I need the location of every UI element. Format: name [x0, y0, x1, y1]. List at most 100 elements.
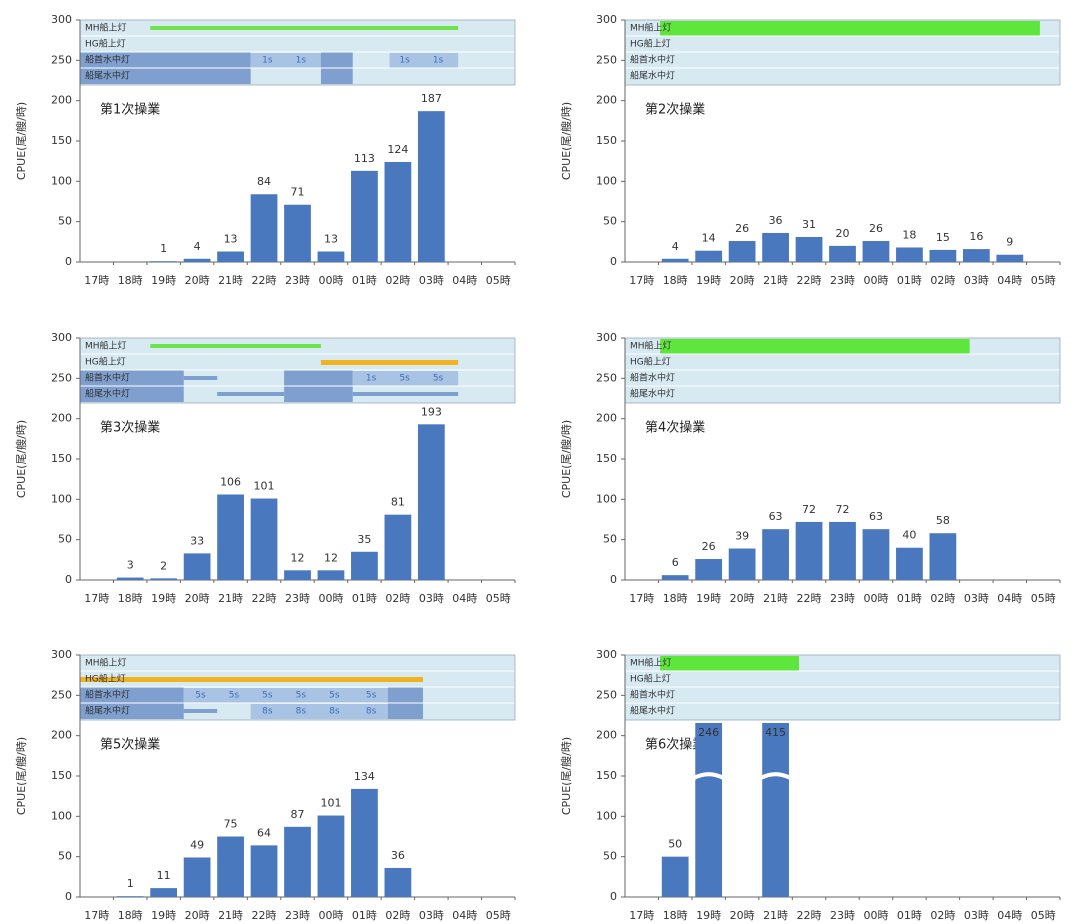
- lamp-row-label: 船首水中灯: [630, 372, 675, 384]
- lamp-row-label: 船尾水中灯: [85, 705, 130, 717]
- lamp-row-label: 船首水中灯: [85, 372, 130, 384]
- bar: [762, 232, 789, 262]
- x-tick-label: 23時: [285, 592, 310, 605]
- bar: [695, 250, 723, 262]
- value-label: 4: [194, 240, 201, 253]
- value-label: 87: [291, 808, 305, 821]
- y-tick-label: 250: [51, 53, 72, 66]
- lamp-row-label: MH船上灯: [85, 22, 127, 34]
- x-tick-label: 00時: [318, 274, 343, 287]
- y-axis-label: CPUE(尾/艘/時): [14, 737, 28, 815]
- value-label: 35: [357, 533, 371, 546]
- x-tick-label: 03時: [964, 274, 989, 287]
- value-label: 40: [902, 529, 916, 542]
- y-tick-label: 150: [596, 134, 617, 147]
- value-label: 1: [160, 242, 167, 255]
- bar: [795, 521, 823, 580]
- y-tick-label: 200: [596, 729, 617, 742]
- y-tick-label: 200: [51, 412, 72, 425]
- x-tick-label: 19時: [151, 909, 176, 922]
- value-label: 31: [802, 218, 816, 231]
- lamp-annotation: 1s: [433, 56, 444, 66]
- y-tick-label: 200: [596, 412, 617, 425]
- value-label: 106: [220, 475, 241, 488]
- x-tick-label: 01時: [352, 274, 377, 287]
- bar: [695, 559, 723, 580]
- value-label: 13: [324, 233, 338, 246]
- lamp-annotation: 8s: [296, 707, 307, 717]
- lamp-row-label: 船尾水中灯: [630, 388, 675, 400]
- lamp-annotation: 5s: [195, 691, 206, 701]
- x-tick-label: 22時: [252, 909, 277, 922]
- y-tick-label: 250: [596, 371, 617, 384]
- y-tick-label: 50: [58, 850, 72, 863]
- value-label: 84: [257, 175, 271, 188]
- bar: [284, 570, 311, 580]
- y-tick-label: 50: [58, 215, 72, 228]
- x-tick-label: 05時: [1031, 274, 1056, 287]
- bar: [661, 856, 689, 897]
- y-tick-label: 100: [596, 492, 617, 505]
- y-tick-label: 100: [596, 809, 617, 822]
- bar: [829, 521, 856, 580]
- x-tick-label: 05時: [1031, 592, 1056, 605]
- x-tick-label: 04時: [997, 274, 1022, 287]
- lamp-annotation: 5s: [229, 691, 240, 701]
- x-tick-label: 23時: [830, 909, 855, 922]
- x-tick-label: 19時: [151, 274, 176, 287]
- value-label: 2: [160, 559, 167, 572]
- bar: [351, 788, 378, 897]
- lamp-span: [80, 677, 423, 682]
- value-label: 14: [702, 232, 716, 245]
- value-label: 415: [765, 726, 786, 739]
- y-axis-label: CPUE(尾/艘/時): [559, 737, 573, 815]
- lamp-annotation: 5s: [366, 691, 377, 701]
- chart-title: 第1次操業: [100, 102, 160, 118]
- y-tick-label: 50: [603, 850, 617, 863]
- lamp-row-label: HG船上灯: [630, 673, 671, 685]
- lamp-row-label: 船尾水中灯: [85, 70, 130, 82]
- chart-title: 第6次操業: [645, 737, 705, 753]
- value-label: 75: [224, 818, 238, 831]
- value-label: 9: [1006, 236, 1013, 249]
- y-tick-label: 50: [58, 533, 72, 546]
- bar: [284, 204, 311, 262]
- bar: [150, 888, 178, 897]
- value-label: 33: [190, 534, 204, 547]
- y-tick-label: 300: [596, 648, 617, 661]
- bar: [862, 529, 890, 580]
- value-label: 1: [127, 877, 134, 890]
- bar: [317, 251, 345, 262]
- lamp-row-label: MH船上灯: [630, 657, 672, 669]
- value-label: 3: [127, 559, 134, 572]
- lamp-span: [320, 360, 459, 365]
- lamp-row-label: 船尾水中灯: [85, 388, 130, 400]
- x-tick-label: 05時: [1031, 909, 1056, 922]
- y-tick-label: 100: [51, 174, 72, 187]
- bar: [417, 424, 445, 580]
- x-tick-label: 03時: [964, 909, 989, 922]
- bar: [695, 723, 723, 897]
- lamp-span: [660, 656, 799, 671]
- lamp-span: [150, 344, 321, 348]
- y-tick-label: 0: [610, 573, 617, 586]
- x-tick-label: 20時: [185, 909, 210, 922]
- value-label: 26: [702, 540, 716, 553]
- x-tick-label: 17時: [629, 274, 654, 287]
- lamp-span: [352, 392, 459, 396]
- y-tick-label: 200: [51, 729, 72, 742]
- x-tick-label: 00時: [863, 592, 888, 605]
- y-tick-label: 150: [51, 769, 72, 782]
- x-tick-label: 00時: [318, 909, 343, 922]
- x-tick-label: 21時: [218, 274, 243, 287]
- lamp-row-label: HG船上灯: [85, 38, 126, 50]
- bar: [284, 826, 311, 897]
- y-tick-label: 0: [65, 890, 72, 903]
- x-tick-label: 04時: [997, 909, 1022, 922]
- y-tick-label: 0: [65, 255, 72, 268]
- bar: [896, 247, 923, 262]
- lamp-span: [183, 376, 218, 380]
- value-label: 26: [735, 222, 749, 235]
- value-label: 4: [672, 240, 679, 253]
